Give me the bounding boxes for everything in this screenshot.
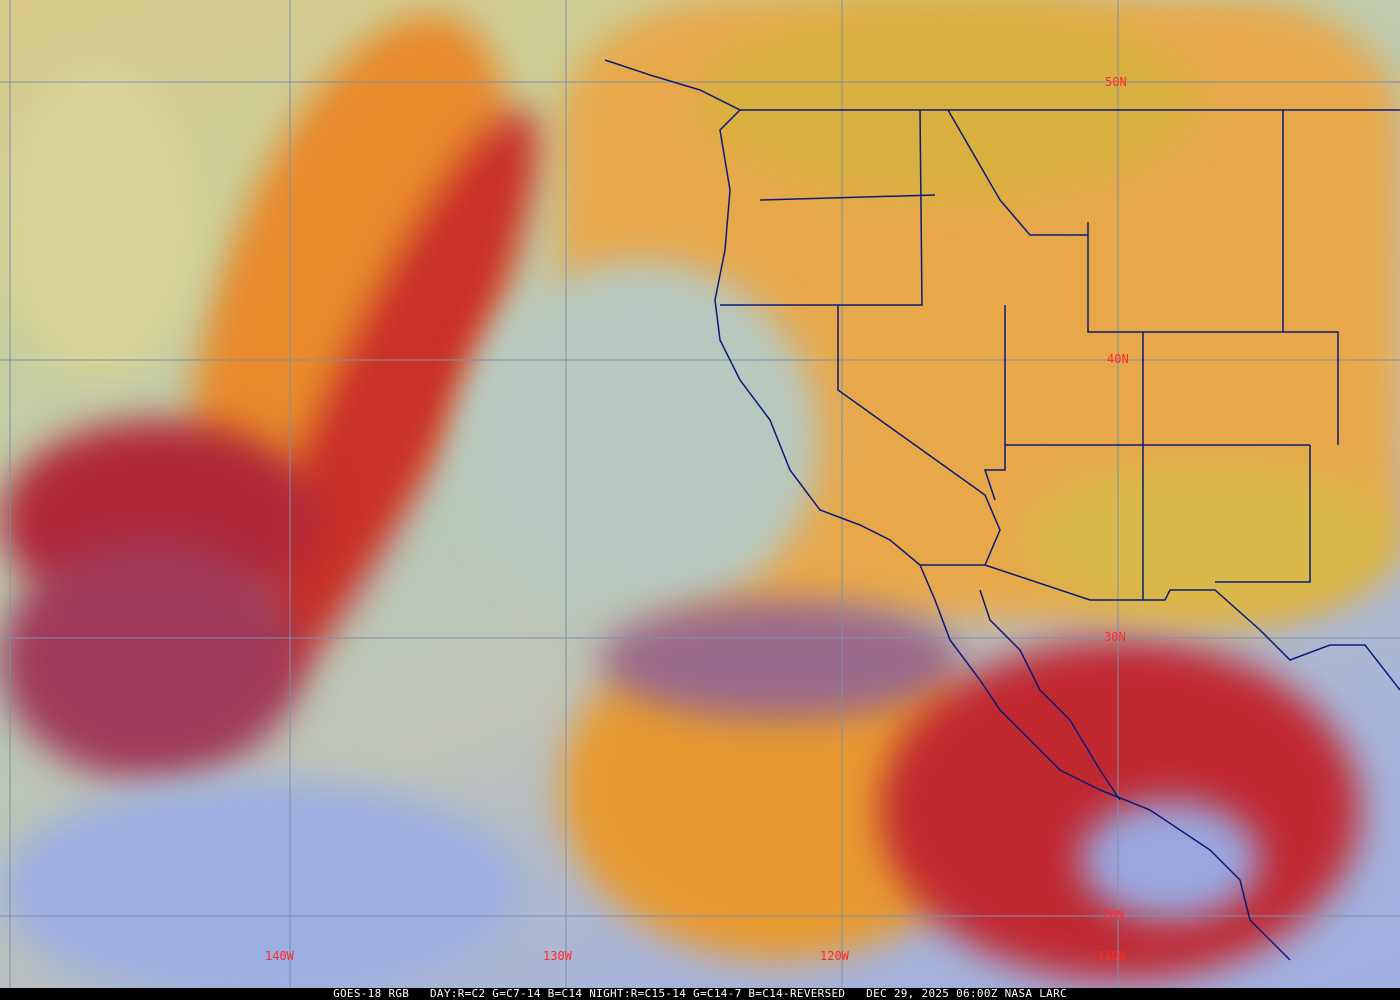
cloud-band — [1020, 460, 1400, 620]
lat-label-40n: 40N — [1107, 352, 1129, 366]
caption-product: GOES-18 RGB — [333, 987, 410, 1000]
clear-ocean — [0, 780, 520, 988]
us-mexico-border — [920, 564, 1400, 691]
caption-source: NASA LARC — [1004, 987, 1067, 1000]
lat-label-20n: 20N — [1102, 908, 1124, 922]
clear-area — [1080, 800, 1260, 920]
caption-timestamp: DEC 29, 2025 06:00Z — [866, 987, 998, 1000]
cloud-area — [0, 60, 200, 380]
lon-label-110w: 110W — [1097, 949, 1127, 963]
boundaries — [604, 59, 1400, 961]
caption-recipe: DAY:R=C2 G=C7-14 B=C14 NIGHT:R=C15-14 G=… — [430, 987, 846, 1000]
lon-label-120w: 120W — [820, 949, 850, 963]
baja-coastline — [979, 589, 1121, 801]
west-coastline — [604, 59, 1291, 961]
state-borders — [720, 109, 1339, 600]
cloud-band — [700, 0, 1200, 200]
lat-label-50n: 50N — [1105, 75, 1127, 89]
cloud-band — [0, 540, 300, 780]
lon-label-130w: 130W — [543, 949, 573, 963]
cloud-band — [600, 600, 960, 720]
image-caption: GOES-18 RGB DAY:R=C2 G=C7-14 B=C14 NIGHT… — [0, 988, 1400, 1000]
lat-label-30n: 30N — [1104, 630, 1126, 644]
latitude-labels: 50N 40N 30N 20N — [1102, 75, 1129, 922]
longitude-labels: 140W 130W 120W 110W — [265, 949, 1127, 963]
clear-ocean — [460, 260, 820, 620]
lon-label-140w: 140W — [265, 949, 295, 963]
